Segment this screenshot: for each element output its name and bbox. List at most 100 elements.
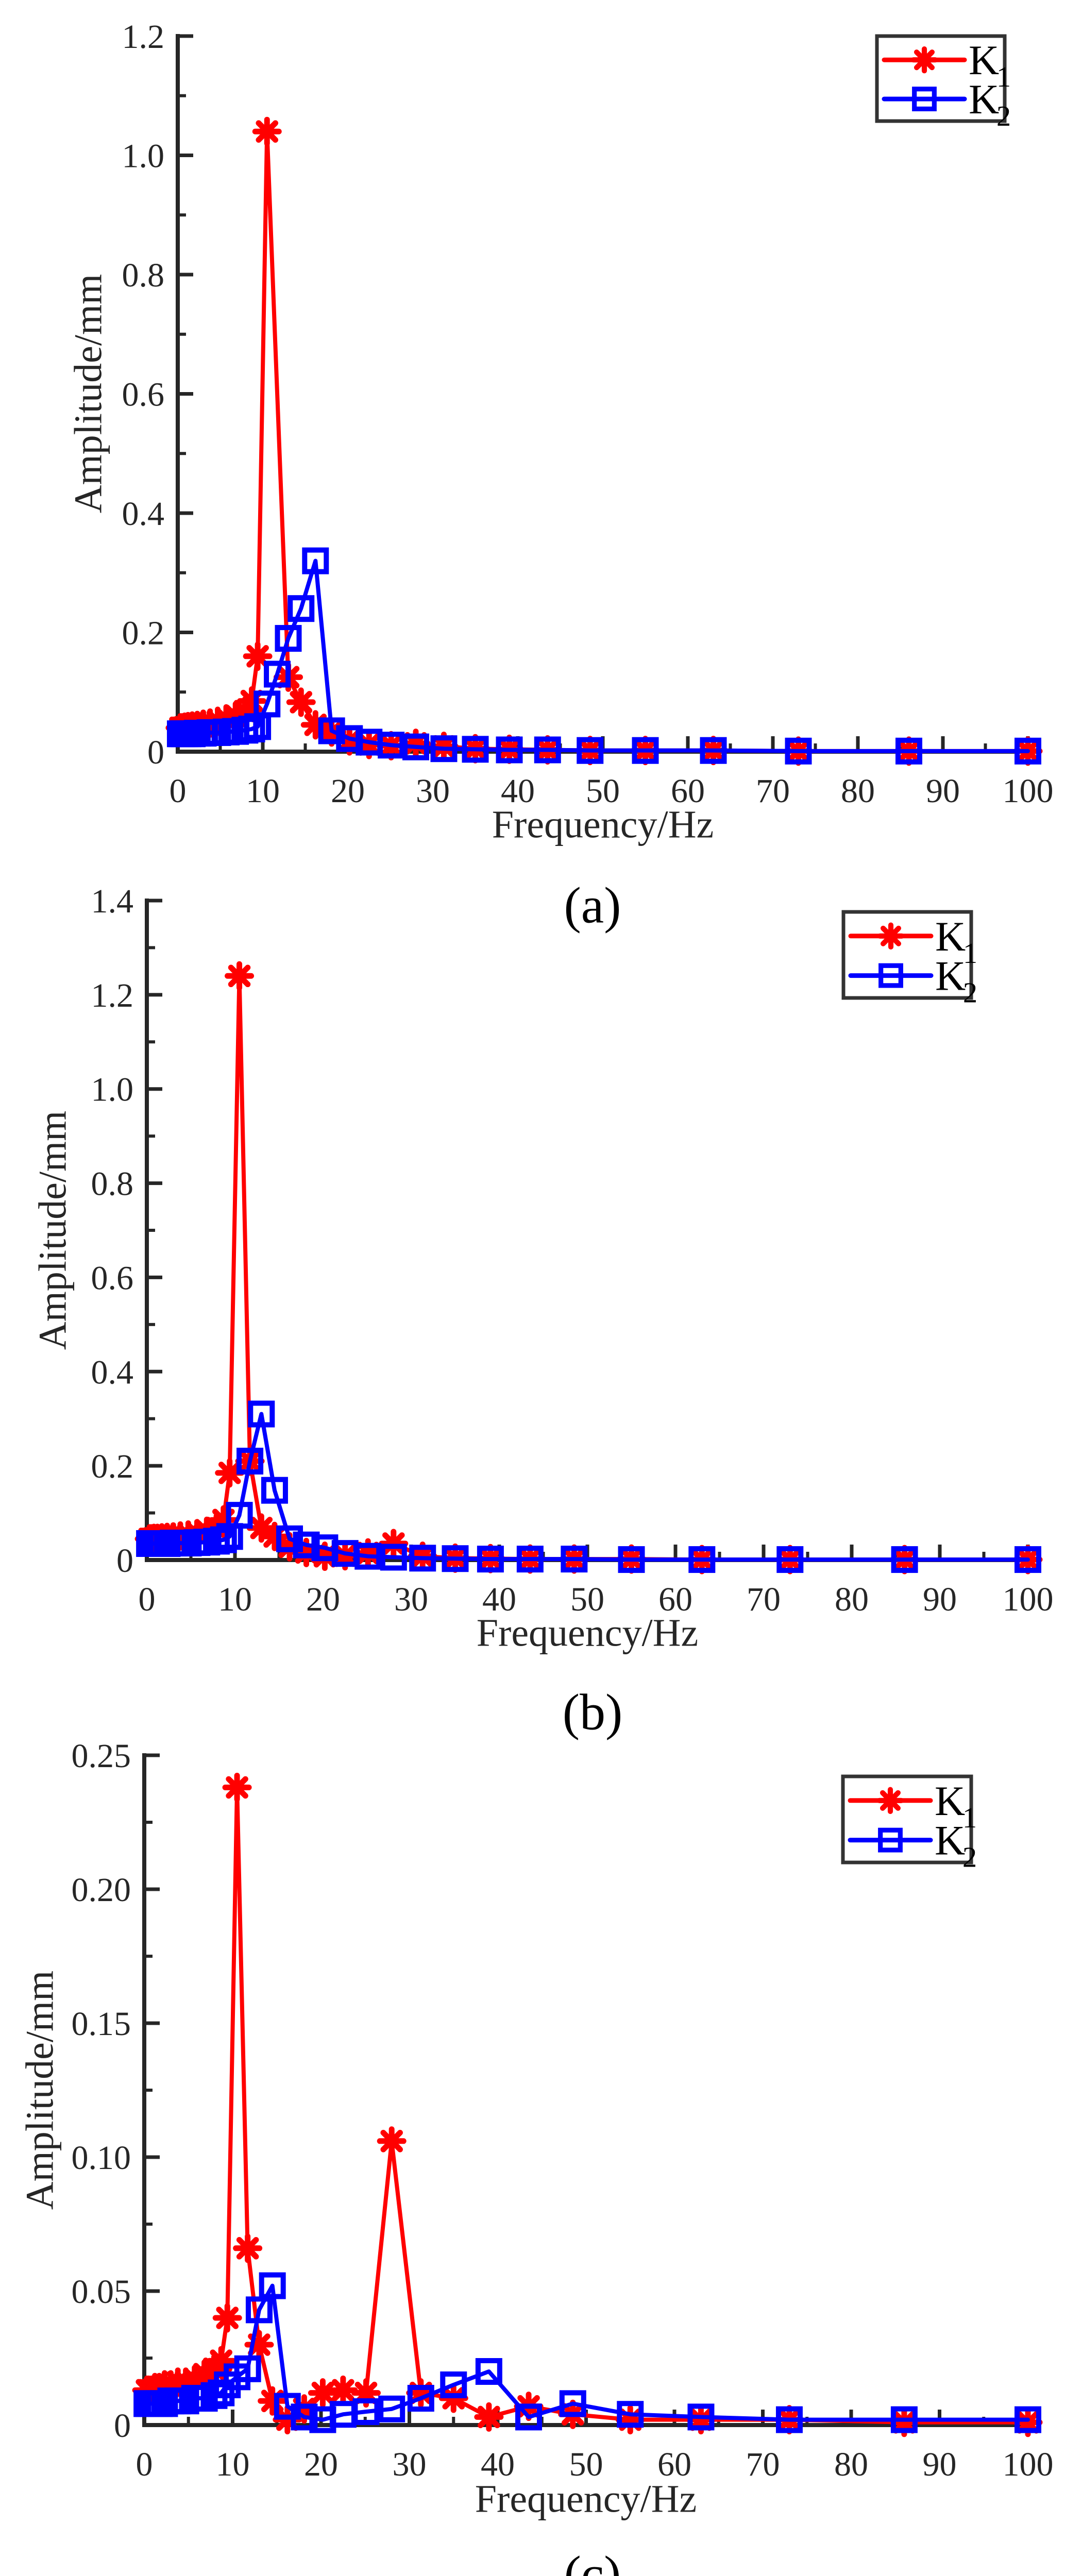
x-tick-label: 90 [923, 1581, 957, 1618]
legend-item-k2: K2 [848, 1817, 977, 1874]
square-marker [775, 2406, 803, 2433]
square-marker [912, 87, 937, 112]
square-marker [253, 690, 281, 718]
x-tick-label: 60 [671, 772, 705, 810]
legend-label: K [935, 953, 966, 999]
y-tick-label: 0.15 [72, 2005, 131, 2043]
x-axis-label-c: Frequency/Hz [475, 2477, 697, 2521]
square-marker [440, 2371, 467, 2398]
x-tick-label: 0 [170, 772, 187, 810]
legend-item-k1: K1 [848, 913, 977, 970]
square-marker [890, 2406, 918, 2433]
x-tick-label: 80 [834, 2446, 868, 2483]
square-marker [700, 737, 727, 764]
y-tick-label: 0.8 [122, 257, 165, 294]
y-tick-label: 0.4 [91, 1353, 134, 1391]
legend-item-k2: K2 [882, 76, 1011, 132]
y-tick-label: 0.05 [72, 2273, 131, 2311]
square-marker [288, 595, 315, 622]
square-marker [496, 736, 523, 764]
chart-caption-a: (a) [564, 876, 621, 934]
square-marker [617, 2401, 644, 2428]
y-axis-label-c: Amplitude/mm [18, 1970, 62, 2210]
asterisk-marker [215, 1458, 245, 1488]
y-tick-label: 0.2 [91, 1448, 134, 1485]
legend-label-subscript: 2 [962, 1842, 977, 1874]
square-marker [1015, 1546, 1041, 1573]
square-marker [534, 736, 561, 764]
asterisk-marker [328, 2375, 358, 2405]
square-marker [302, 547, 329, 574]
asterisk-marker [243, 641, 273, 671]
asterisk-marker [910, 46, 938, 74]
y-tick-label: 0.20 [72, 1871, 131, 1909]
x-tick-label: 60 [658, 1581, 692, 1618]
legend-item-k2: K2 [848, 953, 977, 1009]
legend-label-subscript: 1 [962, 1802, 977, 1834]
legend-label: K [935, 913, 966, 960]
asterisk-marker [286, 687, 316, 717]
square-marker [208, 2379, 235, 2406]
x-axis: 0 10 20 30 40 50 60 70 80 90 100 [139, 1545, 1054, 1618]
legend-item-k1: K1 [882, 37, 1011, 93]
square-marker [402, 733, 429, 760]
legend-label: K [969, 37, 999, 83]
asterisk-marker [474, 2402, 504, 2432]
x-tick-label: 0 [136, 2446, 153, 2483]
x-tick-label: 60 [657, 2446, 691, 2483]
legend-item-k1: K1 [848, 1777, 977, 1834]
square-marker [878, 963, 903, 988]
square-marker [354, 1543, 382, 1570]
square-marker [236, 1448, 264, 1475]
x-tick-label: 100 [1003, 1581, 1054, 1618]
square-marker [352, 2398, 380, 2425]
square-marker [210, 1526, 237, 1553]
asterisk-marker [212, 2303, 242, 2333]
asterisk-marker [877, 922, 905, 950]
x-tick-label: 100 [1003, 2446, 1054, 2483]
y-axis-label-a: Amplitude/mm [66, 274, 110, 514]
y-tick-label: 0.6 [91, 1259, 134, 1297]
square-marker [409, 1545, 436, 1572]
chart-a: 0 10 20 30 40 50 60 70 80 90 100 0 0.2 0.4 0.6 0.8 1.0 1.… [122, 18, 1054, 810]
x-tick-label: 0 [139, 1581, 156, 1618]
chart-b: 0 10 20 30 40 50 60 70 80 90 100 0 0.2 0.4 0.6 0.8 1.0 1.… [91, 883, 1054, 1618]
legend-box [875, 34, 1007, 123]
square-marker [618, 1546, 645, 1573]
y-tick-label: 1.2 [91, 977, 134, 1014]
square-marker [380, 1544, 407, 1571]
asterisk-marker [377, 2126, 407, 2156]
square-marker [407, 2385, 434, 2412]
y-tick-label: 0.25 [72, 1737, 131, 1775]
series-k2 [166, 547, 1041, 765]
x-tick-label: 80 [835, 1581, 869, 1618]
y-tick-label: 0 [114, 2407, 131, 2445]
legend-label: K [935, 1817, 965, 1864]
x-tick-label: 20 [306, 1581, 340, 1618]
square-marker [475, 2358, 502, 2385]
asterisk-marker [222, 1772, 252, 1802]
y-tick-label: 0 [116, 1542, 133, 1580]
legend-box [841, 910, 973, 1000]
series-line [147, 974, 1030, 1562]
y-tick-label: 1.2 [122, 18, 165, 56]
x-tick-label: 30 [416, 772, 450, 810]
square-marker [378, 732, 405, 759]
y-tick-label: 1.4 [91, 883, 134, 920]
x-tick-label: 90 [923, 2446, 957, 2483]
square-marker [264, 660, 291, 688]
square-marker [378, 2395, 405, 2422]
square-marker [895, 737, 922, 765]
square-marker [462, 736, 489, 763]
asterisk-marker [225, 961, 255, 991]
square-marker [878, 1827, 903, 1853]
legend-box [841, 1774, 973, 1865]
y-tick-label: 0.2 [122, 615, 165, 652]
series-line [178, 129, 1030, 753]
y-axis: 0 0.2 0.4 0.6 0.8 1.0 1.2 1.4 [91, 883, 162, 1580]
legend-label: K [969, 76, 999, 123]
x-tick-label: 10 [216, 2446, 250, 2483]
